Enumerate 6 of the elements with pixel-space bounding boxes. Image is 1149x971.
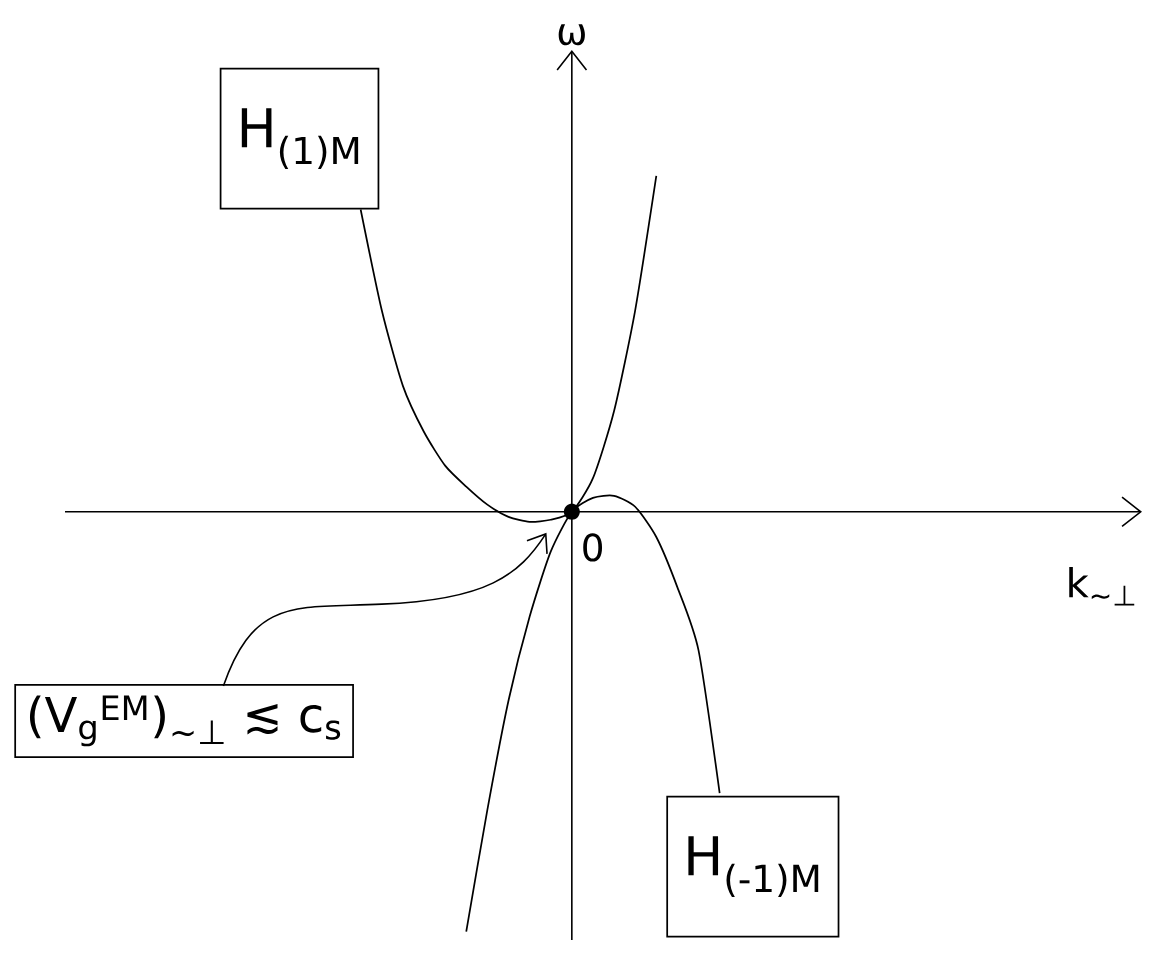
annotation: (V$_{g}$$^{EM}$)$_{∼⊥}$ ≲ c$_{s}$ — [29, 695, 341, 747]
y-axis-title: ω — [558, 24, 585, 46]
series-label: H$_{(-1)M}$ — [688, 836, 819, 897]
x-axis-title: k$_{∼⊥}$ — [1069, 566, 1135, 606]
series-label: H$_{(1)M}$ — [241, 108, 359, 169]
annotation: 0 — [583, 533, 603, 562]
